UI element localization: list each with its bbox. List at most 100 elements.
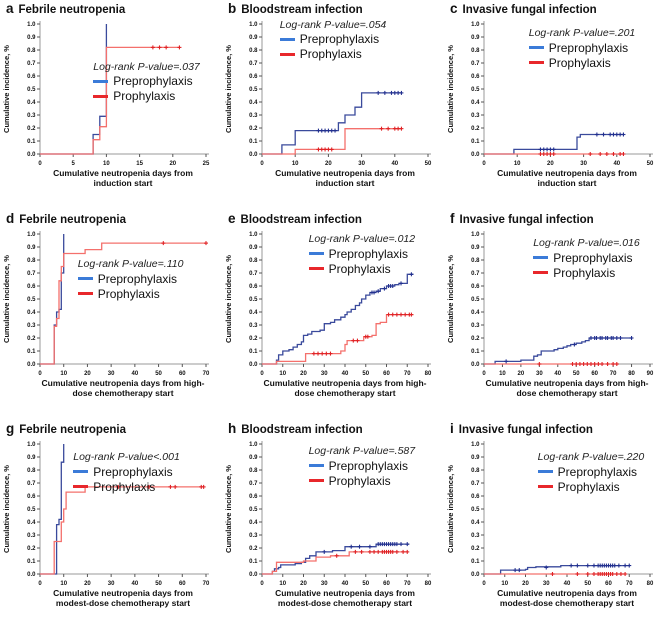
legend-block: Log-rank P-value=.587 Preprophylaxis Pro… [308,445,415,488]
y-axis-title: Cumulative incidence, % [446,45,455,133]
panel-title: Bloodstream infection [241,424,363,436]
panel-title: Febrile neutropenia [18,4,126,16]
x-tick-label: 20 [325,161,332,167]
y-tick-label: 0.4 [471,520,480,526]
prophylaxis-swatch [308,267,324,271]
y-tick-label: 0.0 [27,572,36,578]
x-tick-label: 50 [155,371,162,377]
x-tick-label: 0 [482,581,486,587]
legend-label: Prophylaxis [299,47,362,62]
panel-letter: e [228,211,236,226]
x-tick-label: 80 [425,371,432,377]
x-tick-label: 50 [573,371,580,377]
x-axis-title: Cumulative neutropenia days from [53,168,193,178]
y-tick-label: 0.8 [249,258,258,264]
km-plot: 0.0 0.1 0.2 0.3 0.4 0.5 0.6 0.7 0.8 0.9 1.0 0 10 20 30… [446,21,654,188]
legend-block: Log-rank P-value=.016 Preprophylaxis Pro… [533,237,640,280]
x-axis-title: Cumulative neutropenia days from high- [42,378,205,388]
panel-letter: c [450,1,458,16]
y-axis-title: Cumulative incidence, % [224,255,233,343]
y-tick-label: 1.0 [27,442,36,448]
y-tick-label: 1.0 [471,22,480,28]
x-tick-label: 80 [425,581,432,587]
x-tick-label: 70 [203,371,210,377]
x-axis-title: Cumulative neutropenia days from [275,588,415,598]
y-tick-label: 0.6 [27,494,36,500]
x-axis-title: modest-dose chemotherapy start [500,598,634,608]
y-tick-label: 0.4 [249,520,258,526]
x-tick-label: 40 [342,371,349,377]
km-plot: 0.0 0.1 0.2 0.3 0.4 0.5 0.6 0.7 0.8 0.9 1.0 0 10 20 30… [2,441,210,608]
pvalue-label: Log-rank P-value=.054 [279,18,387,31]
x-tick-label: 50 [425,161,432,167]
legend-label: Preprophylaxis [328,458,408,473]
km-plot: 0.0 0.1 0.2 0.3 0.4 0.5 0.6 0.7 0.8 0.9 1.0 0 10 20 30… [224,231,432,398]
x-tick-label: 15 [136,161,143,167]
legend-label: Prophylaxis [328,261,391,276]
legend-label: Prophylaxis [97,286,160,301]
x-tick-label: 80 [647,581,654,587]
x-tick-label: 30 [108,581,115,587]
y-tick-label: 0.4 [471,310,480,316]
x-tick-label: 60 [179,371,186,377]
curve-preprophylaxis [262,543,410,575]
y-tick-label: 0.6 [249,74,258,80]
y-tick-label: 1.0 [27,22,36,28]
legend-label: Preprophylaxis [299,32,380,47]
y-tick-label: 0.6 [471,494,480,500]
panel-letter: i [450,421,454,436]
x-axis-title: Cumulative neutropenia days from high- [264,378,427,388]
x-tick-label: 40 [391,161,398,167]
y-tick-label: 0.5 [27,297,36,303]
y-axis-title: Cumulative incidence, % [446,465,455,553]
panel-a: a Febrile neutropenia Log-rank P-value=.0… [0,0,222,210]
panel-title: Febrile neutropenia [19,424,126,436]
y-tick-label: 0.1 [471,349,480,355]
legend-block: Log-rank P-value=.110 Preprophylaxis Pro… [77,258,184,301]
y-tick-label: 0.2 [471,336,480,342]
y-tick-label: 0.8 [27,258,36,264]
x-tick-label: 60 [605,581,612,587]
y-tick-label: 0.9 [471,245,480,251]
prophylaxis-swatch [93,94,109,98]
pvalue-label: Log-rank P-value=.201 [528,27,636,40]
preprophylaxis-swatch [93,79,109,83]
legend-item-preprophylaxis: Preprophylaxis [77,271,184,286]
legend-label: Prophylaxis [328,473,391,488]
preprophylaxis-swatch [308,252,324,256]
y-tick-label: 0.5 [471,297,480,303]
panel-header: d Febrile neutropenia [6,210,126,228]
y-tick-label: 0.7 [471,271,480,277]
y-tick-label: 0.0 [249,572,258,578]
panel-header: e Bloodstream infection [228,210,362,228]
y-tick-label: 0.2 [249,126,258,132]
legend-item-prophylaxis: Prophylaxis [73,479,180,494]
x-axis-title: Cumulative neutropenia days from [53,588,193,598]
x-tick-label: 40 [564,581,571,587]
pvalue-label: Log-rank P-value=.220 [537,451,645,464]
x-axis-title: modest-dose chemotherapy start [278,598,412,608]
y-tick-label: 0.5 [249,297,258,303]
x-tick-label: 50 [647,161,654,167]
km-plot: 0.0 0.1 0.2 0.3 0.4 0.5 0.6 0.7 0.8 0.9 1.0 0 10 20 30… [2,231,210,398]
y-tick-label: 0.2 [27,126,36,132]
y-tick-label: 0.1 [249,349,258,355]
curve-preprophylaxis [484,133,624,155]
y-tick-label: 0.6 [249,284,258,290]
y-tick-label: 0.2 [471,126,480,132]
legend-item-preprophylaxis: Preprophylaxis [537,464,645,479]
y-tick-label: 0.3 [27,533,36,539]
legend-label: Prophylaxis [557,479,620,494]
x-tick-label: 50 [155,581,162,587]
x-tick-label: 70 [404,371,411,377]
panel-header: i Invasive fungal infection [450,420,593,438]
x-tick-label: 60 [383,371,390,377]
curve-prophylaxis [262,313,414,365]
panel-header: c Invasive fungal infection [450,0,597,18]
x-tick-label: 50 [362,371,369,377]
y-axis-title: Cumulative incidence, % [446,255,455,343]
y-tick-label: 0.1 [249,139,258,145]
x-tick-label: 60 [179,581,186,587]
legend-block: Log-rank P-value=.012 Preprophylaxis Pro… [308,233,415,276]
panel-d: d Febrile neutropenia Log-rank P-value=.1… [0,210,222,420]
